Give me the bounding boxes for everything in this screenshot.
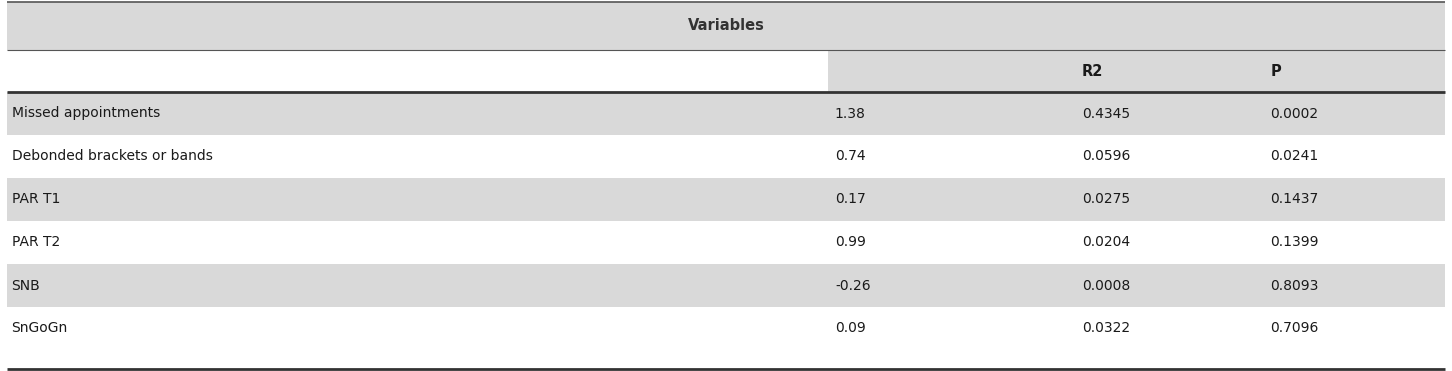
Bar xyxy=(7,135,1445,178)
Bar xyxy=(7,264,1445,307)
Bar xyxy=(7,307,1445,350)
Text: 0.09: 0.09 xyxy=(835,322,865,335)
Text: PAR T1: PAR T1 xyxy=(12,193,60,207)
Bar xyxy=(7,221,1445,264)
Text: P: P xyxy=(1270,63,1281,79)
Text: 1.38: 1.38 xyxy=(835,106,865,121)
Text: 0.17: 0.17 xyxy=(835,193,865,207)
Text: 0.8093: 0.8093 xyxy=(1270,279,1318,292)
Text: 0.99: 0.99 xyxy=(835,236,865,250)
Text: SNB: SNB xyxy=(12,279,41,292)
Bar xyxy=(828,50,1445,92)
Text: 0.4345: 0.4345 xyxy=(1082,106,1130,121)
Text: 0.7096: 0.7096 xyxy=(1270,322,1318,335)
Text: PAR T2: PAR T2 xyxy=(12,236,60,250)
Bar xyxy=(7,50,828,92)
Text: 0.0275: 0.0275 xyxy=(1082,193,1130,207)
Text: Missed appointments: Missed appointments xyxy=(12,106,160,121)
Bar xyxy=(7,92,1445,135)
Text: 0.0596: 0.0596 xyxy=(1082,150,1130,164)
Bar xyxy=(7,2,1445,50)
Text: SnGoGn: SnGoGn xyxy=(12,322,68,335)
Text: Debonded brackets or bands: Debonded brackets or bands xyxy=(12,150,212,164)
Text: 0.74: 0.74 xyxy=(835,150,865,164)
Text: R2: R2 xyxy=(1082,63,1104,79)
Text: 0.1399: 0.1399 xyxy=(1270,236,1318,250)
Text: 0.1437: 0.1437 xyxy=(1270,193,1318,207)
Text: Variables: Variables xyxy=(688,19,764,33)
Bar xyxy=(7,178,1445,221)
Text: 0.0322: 0.0322 xyxy=(1082,322,1130,335)
Text: 0.0204: 0.0204 xyxy=(1082,236,1130,250)
Text: 0.0002: 0.0002 xyxy=(1270,106,1318,121)
Text: 0.0008: 0.0008 xyxy=(1082,279,1130,292)
Text: -0.26: -0.26 xyxy=(835,279,871,292)
Text: 0.0241: 0.0241 xyxy=(1270,150,1318,164)
